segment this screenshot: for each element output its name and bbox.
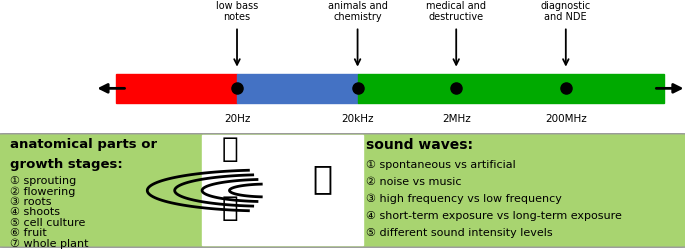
Text: 📣: 📣 <box>312 162 332 195</box>
Text: animals and
chemistry: animals and chemistry <box>327 1 388 22</box>
Text: ④ shoots: ④ shoots <box>10 207 60 217</box>
Text: medical and
destructive: medical and destructive <box>426 1 486 22</box>
Text: ⑤ different sound intensity levels: ⑤ different sound intensity levels <box>366 228 553 238</box>
Text: 🫙: 🫙 <box>221 194 238 222</box>
Text: 2MHz: 2MHz <box>442 114 471 124</box>
Text: Infrasound: Infrasound <box>141 143 201 153</box>
Text: diagnostic
and NDE: diagnostic and NDE <box>540 1 591 22</box>
Text: 200MHz: 200MHz <box>545 114 586 124</box>
Text: ④ short-term exposure vs long-term exposure: ④ short-term exposure vs long-term expos… <box>366 211 623 221</box>
Text: ③ roots: ③ roots <box>10 197 52 207</box>
Text: 20Hz: 20Hz <box>224 114 250 124</box>
Bar <box>358 73 664 103</box>
Bar <box>116 73 237 103</box>
Text: ① spontaneous vs artificial: ① spontaneous vs artificial <box>366 160 516 170</box>
Text: 🌱: 🌱 <box>221 135 238 164</box>
Bar <box>237 73 358 103</box>
Text: ⑥ fruit: ⑥ fruit <box>10 228 47 238</box>
Text: anatomical parts or: anatomical parts or <box>10 138 158 151</box>
Text: Ultrasound: Ultrasound <box>371 143 432 153</box>
Bar <box>202 135 363 246</box>
Text: ① sprouting: ① sprouting <box>10 177 77 187</box>
Text: sound waves:: sound waves: <box>366 138 473 152</box>
Text: ⑦ whole plant: ⑦ whole plant <box>10 238 89 249</box>
Text: Acoustic: Acoustic <box>266 143 312 153</box>
FancyBboxPatch shape <box>0 134 685 247</box>
Text: 20kHz: 20kHz <box>341 114 374 124</box>
Text: ② noise vs music: ② noise vs music <box>366 177 462 187</box>
Text: low bass
notes: low bass notes <box>216 1 258 22</box>
Text: ② flowering: ② flowering <box>10 187 75 197</box>
Text: growth stages:: growth stages: <box>10 158 123 171</box>
Text: ⑤ cell culture: ⑤ cell culture <box>10 218 86 228</box>
Text: ③ high frequency vs low frequency: ③ high frequency vs low frequency <box>366 194 562 204</box>
